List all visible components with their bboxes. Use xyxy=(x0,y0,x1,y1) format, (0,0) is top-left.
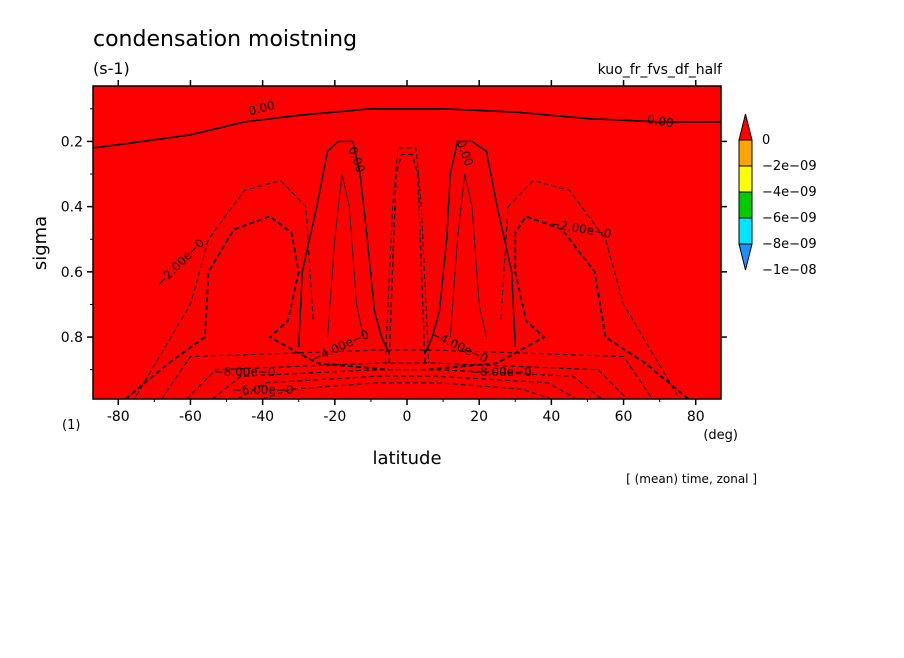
contour-equatorial-outer xyxy=(384,147,430,364)
filled-contours xyxy=(93,86,721,399)
contour-band-1 xyxy=(186,362,628,399)
colorbar-label: −6e−09 xyxy=(762,211,817,226)
region-2 xyxy=(298,141,389,360)
run-label: kuo_fr_fvs_df_half xyxy=(598,62,723,78)
colorbar-swatch xyxy=(738,139,753,167)
y-axis: 0.2 0.4 0.6 0.8 xyxy=(61,108,727,371)
x-tick-label: 60 xyxy=(615,409,633,425)
x-tick-label: -60 xyxy=(179,409,202,425)
x-tick-label: 0 xyxy=(403,409,412,425)
outer-contour-south xyxy=(135,180,314,396)
colorbar-swatch xyxy=(738,191,753,219)
colorbar-label: −1e−08 xyxy=(762,263,817,278)
colorbar-label: −2e−09 xyxy=(762,159,817,174)
colorbar-bottom-arrow xyxy=(738,243,753,271)
panel-index: (1) xyxy=(62,418,80,433)
contour-north-tower xyxy=(424,140,516,354)
x-axis-unit: (deg) xyxy=(703,428,738,443)
x-tick-label: 20 xyxy=(470,409,488,425)
y-axis-label: sigma xyxy=(30,216,51,270)
colorbar: 0 −2e−09 −4e−09 −6e−09 −8e−09 −1e−08 xyxy=(738,113,817,278)
contour-equatorial-inner xyxy=(388,153,426,364)
y-tick-label: 0.8 xyxy=(61,330,83,346)
x-tick-label: -20 xyxy=(323,409,346,425)
contour-band-2 xyxy=(211,369,603,399)
contour-label-10: −6.00e−0 xyxy=(232,383,294,397)
zero-contour-top xyxy=(93,108,721,149)
footer-note: [ (mean) time, zonal ] xyxy=(626,472,757,486)
chart-title: condensation moistning xyxy=(93,27,357,52)
x-tick-label: -40 xyxy=(251,409,274,425)
contour-band-0 xyxy=(161,349,653,399)
x-axis-label: latitude xyxy=(372,448,441,469)
region-12 xyxy=(401,206,413,370)
colorbar-swatch xyxy=(738,217,753,245)
region-4 xyxy=(125,216,389,399)
contour-label-8: −8.00e−0 xyxy=(214,365,276,379)
contour-south-lobe xyxy=(124,215,390,399)
colorbar-swatch xyxy=(738,165,753,193)
y-tick-label: 0.4 xyxy=(61,200,83,216)
y-tick-label: 0.6 xyxy=(61,265,83,281)
region-5 xyxy=(425,216,689,399)
contour-label-3: 0.00 xyxy=(646,112,675,130)
contour-band-4 xyxy=(262,382,552,399)
contour-label-9: −8.00e−0 xyxy=(470,365,532,379)
contour-south-tower xyxy=(298,140,390,354)
contour-lines xyxy=(93,108,721,399)
colorbar-label: 0 xyxy=(762,133,770,148)
region-3 xyxy=(425,141,516,360)
region-8 xyxy=(208,382,606,399)
colorbar-label: −4e−09 xyxy=(762,185,817,200)
contour-north-lobe xyxy=(424,215,690,399)
x-axis: -80 -60 -40 -20 0 20 40 60 80 xyxy=(107,80,705,425)
outer-contour-north xyxy=(500,180,679,396)
x-tick-label: 80 xyxy=(687,409,705,425)
colorbar-label: −8e−09 xyxy=(762,237,817,252)
contour-label-0: 0.00 xyxy=(247,98,276,118)
y-tick-label: 0.2 xyxy=(61,134,83,150)
x-tick-label: 40 xyxy=(542,409,560,425)
contour-band-3 xyxy=(237,375,577,399)
inner-contour-north-tower xyxy=(449,173,487,338)
x-tick-label: -80 xyxy=(107,409,130,425)
colorbar-top-arrow xyxy=(738,113,753,141)
chart-units: (s-1) xyxy=(93,59,130,78)
inner-contour-south-tower xyxy=(327,173,365,338)
